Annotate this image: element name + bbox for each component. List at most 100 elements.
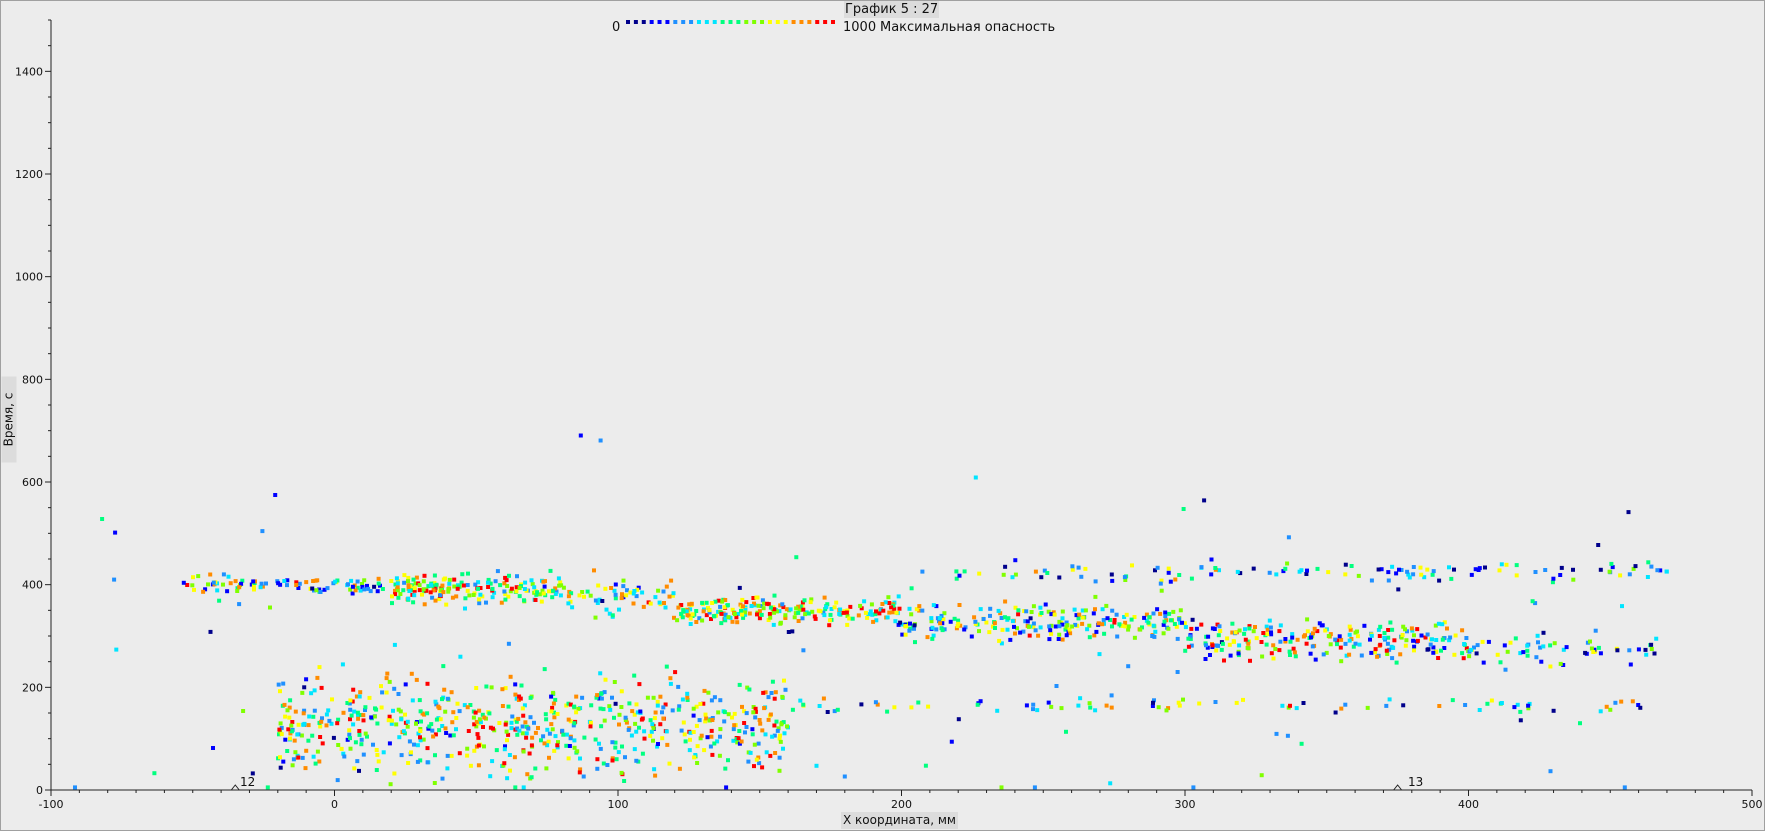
scatter-point: [660, 736, 665, 741]
legend-swatch: [783, 20, 788, 24]
scatter-point: [1074, 613, 1079, 618]
scatter-point: [1339, 659, 1344, 664]
scatter-point: [447, 581, 452, 586]
scatter-point: [314, 588, 319, 593]
scatter-point: [418, 709, 423, 714]
scatter-point: [868, 609, 873, 614]
scatter-point: [585, 589, 590, 594]
scatter-point: [367, 695, 372, 700]
x-tick-label: 0: [331, 798, 338, 811]
scatter-point: [1225, 636, 1230, 641]
scatter-point: [1000, 627, 1005, 632]
scatter-point: [1287, 649, 1292, 654]
scatter-point: [610, 613, 615, 618]
scatter-point: [1349, 564, 1354, 568]
scatter-point: [1092, 633, 1097, 638]
scatter-point: [636, 585, 641, 590]
scatter-point: [528, 715, 533, 720]
scatter-point: [353, 740, 358, 745]
scatter-point: [620, 744, 624, 749]
scatter-point: [467, 593, 472, 598]
scatter-point: [757, 718, 762, 722]
scatter-point: [504, 729, 509, 734]
scatter-point: [278, 689, 282, 694]
scatter-point: [432, 573, 437, 578]
scatter-point: [1212, 627, 1217, 631]
scatter-point: [684, 609, 689, 614]
scatter-point: [398, 592, 403, 596]
scatter-point: [1379, 567, 1384, 572]
scatter-point: [1561, 647, 1566, 652]
scatter-point: [521, 785, 526, 790]
scatter-point: [645, 695, 650, 700]
scatter-point: [760, 765, 765, 770]
scatter-point: [1309, 635, 1313, 640]
scatter-point: [376, 759, 381, 764]
scatter-point: [1006, 616, 1011, 621]
scatter-point: [1227, 642, 1232, 647]
scatter-point: [389, 579, 394, 583]
scatter-point: [1246, 646, 1251, 651]
scatter-point: [465, 746, 470, 751]
marker-label-13: 13: [1408, 775, 1424, 789]
scatter-point: [1080, 621, 1085, 626]
scatter-point: [1080, 608, 1085, 613]
scatter-point: [718, 698, 723, 703]
scatter-point: [353, 588, 358, 593]
scatter-point: [700, 618, 705, 623]
scatter-point: [962, 569, 967, 574]
scatter-point: [1442, 620, 1447, 625]
scatter-point: [578, 756, 582, 761]
scatter-point: [410, 698, 415, 703]
scatter-point: [1607, 569, 1612, 574]
scatter-point: [909, 586, 914, 591]
scatter-point: [1105, 616, 1110, 621]
scatter-point: [1188, 634, 1193, 639]
legend-swatch: [767, 20, 772, 24]
scatter-point: [691, 730, 696, 734]
scatter-point: [1126, 624, 1131, 629]
scatter-point: [279, 732, 284, 737]
scatter-point: [387, 679, 392, 684]
scatter-point: [622, 779, 627, 783]
scatter-point: [679, 611, 684, 616]
scatter-point: [1369, 650, 1374, 655]
scatter-point: [541, 591, 546, 596]
scatter-point: [717, 753, 722, 758]
scatter-point: [978, 607, 983, 612]
scatter-point: [450, 720, 455, 725]
scatter-point: [1505, 649, 1510, 654]
scatter-point: [1124, 612, 1129, 617]
scatter-point: [1473, 567, 1478, 572]
scatter-point: [883, 600, 888, 605]
scatter-point: [997, 638, 1002, 643]
scatter-point: [715, 739, 720, 744]
scatter-point: [920, 608, 925, 613]
scatter-point: [73, 785, 77, 790]
scatter-point: [1018, 630, 1023, 635]
scatter-point: [301, 711, 306, 716]
scatter-point: [1144, 612, 1149, 617]
scatter-point: [1080, 615, 1085, 620]
scatter-point: [1476, 568, 1481, 572]
scatter-point: [502, 761, 507, 766]
scatter-point: [1023, 619, 1028, 624]
scatter-point: [503, 744, 507, 749]
scatter-point: [1497, 568, 1502, 573]
scatter-point: [973, 619, 978, 624]
scatter-point: [1267, 618, 1272, 623]
scatter-point: [752, 742, 757, 747]
scatter-point: [395, 581, 400, 586]
scatter-point: [1359, 653, 1364, 658]
scatter-point: [1409, 626, 1414, 631]
scatter-point: [757, 761, 762, 766]
scatter-point: [858, 603, 863, 608]
scatter-point: [716, 609, 721, 614]
scatter-point: [465, 753, 470, 758]
scatter-point: [1343, 641, 1348, 646]
scatter-point: [561, 732, 566, 737]
scatter-point: [348, 698, 353, 703]
scatter-point: [656, 588, 661, 593]
x-tick-label: 500: [1742, 798, 1763, 811]
